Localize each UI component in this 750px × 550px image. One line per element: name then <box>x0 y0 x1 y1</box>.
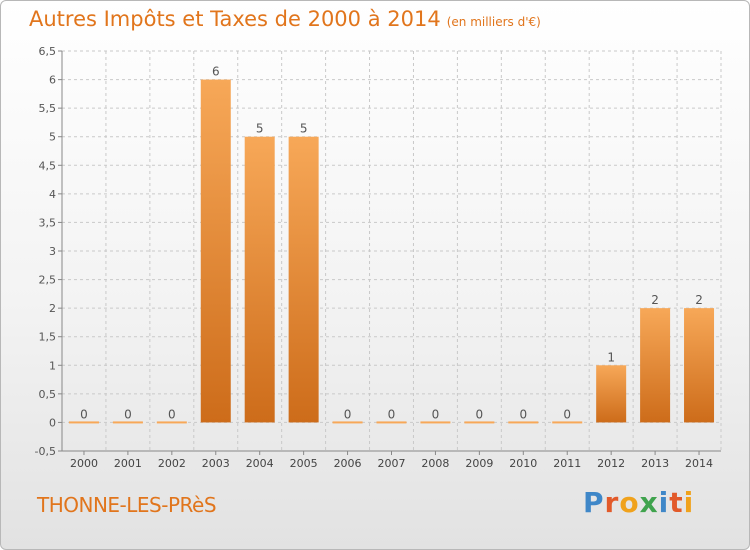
bar <box>288 136 319 423</box>
data-label: 0 <box>563 407 571 421</box>
x-tick-label: 2005 <box>290 457 318 470</box>
x-tick-label: 2004 <box>246 457 274 470</box>
logo-letter: P <box>583 486 605 519</box>
y-tick-labels: -0,5 0 0,5 1 1,5 2 2,5 3 3,5 4 4,5 5 5,5 6 6,5 <box>35 45 56 458</box>
data-label: 5 <box>300 122 308 136</box>
y-tick-label: 3 <box>49 245 56 258</box>
y-tick-label: 6 <box>49 74 56 87</box>
data-label: 2 <box>651 293 659 307</box>
bar <box>596 365 627 423</box>
data-label: 0 <box>344 407 352 421</box>
bar <box>332 421 363 424</box>
y-tick-label: 1,5 <box>39 331 57 344</box>
y-tick-label: 3,5 <box>39 216 57 229</box>
bars <box>68 79 715 424</box>
y-tick-label: -0,5 <box>35 445 56 458</box>
x-tick-label: 2001 <box>114 457 142 470</box>
x-tick-label: 2014 <box>685 457 713 470</box>
data-label: 0 <box>519 407 527 421</box>
data-label: 0 <box>476 407 484 421</box>
y-tick-label: 0,5 <box>39 388 57 401</box>
y-tick-label: 4 <box>49 188 56 201</box>
chart-title-block: Autres Impôts et Taxes de 2000 à 2014 (en… <box>29 7 541 31</box>
y-tick-label: 1 <box>49 359 56 372</box>
bar <box>376 421 407 424</box>
x-tick-label: 2006 <box>334 457 362 470</box>
bar <box>684 308 715 423</box>
x-tick-label: 2012 <box>597 457 625 470</box>
data-label: 6 <box>212 65 220 79</box>
x-tick-label: 2011 <box>553 457 581 470</box>
chart-subtitle: (en milliers d'€) <box>446 15 541 29</box>
y-tick-label: 2 <box>49 302 56 315</box>
bar <box>464 421 495 424</box>
data-label: 2 <box>695 293 703 307</box>
bar <box>640 308 671 423</box>
data-label: 0 <box>124 407 132 421</box>
y-tick-label: 4,5 <box>39 159 57 172</box>
x-tick-label: 2002 <box>158 457 186 470</box>
x-tick-label: 2003 <box>202 457 230 470</box>
data-label: 5 <box>256 122 264 136</box>
x-tick-label: 2007 <box>378 457 406 470</box>
logo-letter: i <box>658 486 670 519</box>
y-tick-label: 2,5 <box>39 274 57 287</box>
proxiti-logo[interactable]: Proxiti <box>583 486 694 519</box>
bar <box>420 421 451 424</box>
bar <box>68 421 99 424</box>
logo-letter: o <box>619 486 640 519</box>
y-tick-label: 5,5 <box>39 102 57 115</box>
data-label: 0 <box>432 407 440 421</box>
bar <box>156 421 187 424</box>
y-tick-label: 6,5 <box>39 45 57 58</box>
axes <box>58 50 721 455</box>
bar <box>552 421 583 424</box>
x-tick-labels: 2000 2001 2002 2003 2004 2005 2006 2007 2008 2009… <box>70 457 713 470</box>
logo-letter: t <box>669 486 684 519</box>
data-label: 0 <box>80 407 88 421</box>
data-label: 0 <box>388 407 396 421</box>
data-label: 1 <box>607 350 615 364</box>
x-tick-label: 2013 <box>641 457 669 470</box>
bar <box>244 136 275 423</box>
bar <box>508 421 539 424</box>
chart-title: Autres Impôts et Taxes de 2000 à 2014 <box>29 7 441 31</box>
x-tick-label: 2009 <box>465 457 493 470</box>
y-tick-label: 0 <box>49 416 56 429</box>
data-labels: 0 0 0 6 5 5 0 0 0 0 0 0 1 2 2 <box>80 65 703 422</box>
bar <box>200 79 231 423</box>
y-tick-label: 5 <box>49 131 56 144</box>
logo-letter: x <box>639 486 659 519</box>
x-tick-label: 2008 <box>421 457 449 470</box>
data-label: 0 <box>168 407 176 421</box>
bar <box>112 421 143 424</box>
logo-letter: r <box>604 486 620 519</box>
place-name: THONNE-LES-PRèS <box>37 493 217 517</box>
logo-letter: i <box>683 486 695 519</box>
x-tick-label: 2010 <box>509 457 537 470</box>
x-tick-label: 2000 <box>70 457 98 470</box>
